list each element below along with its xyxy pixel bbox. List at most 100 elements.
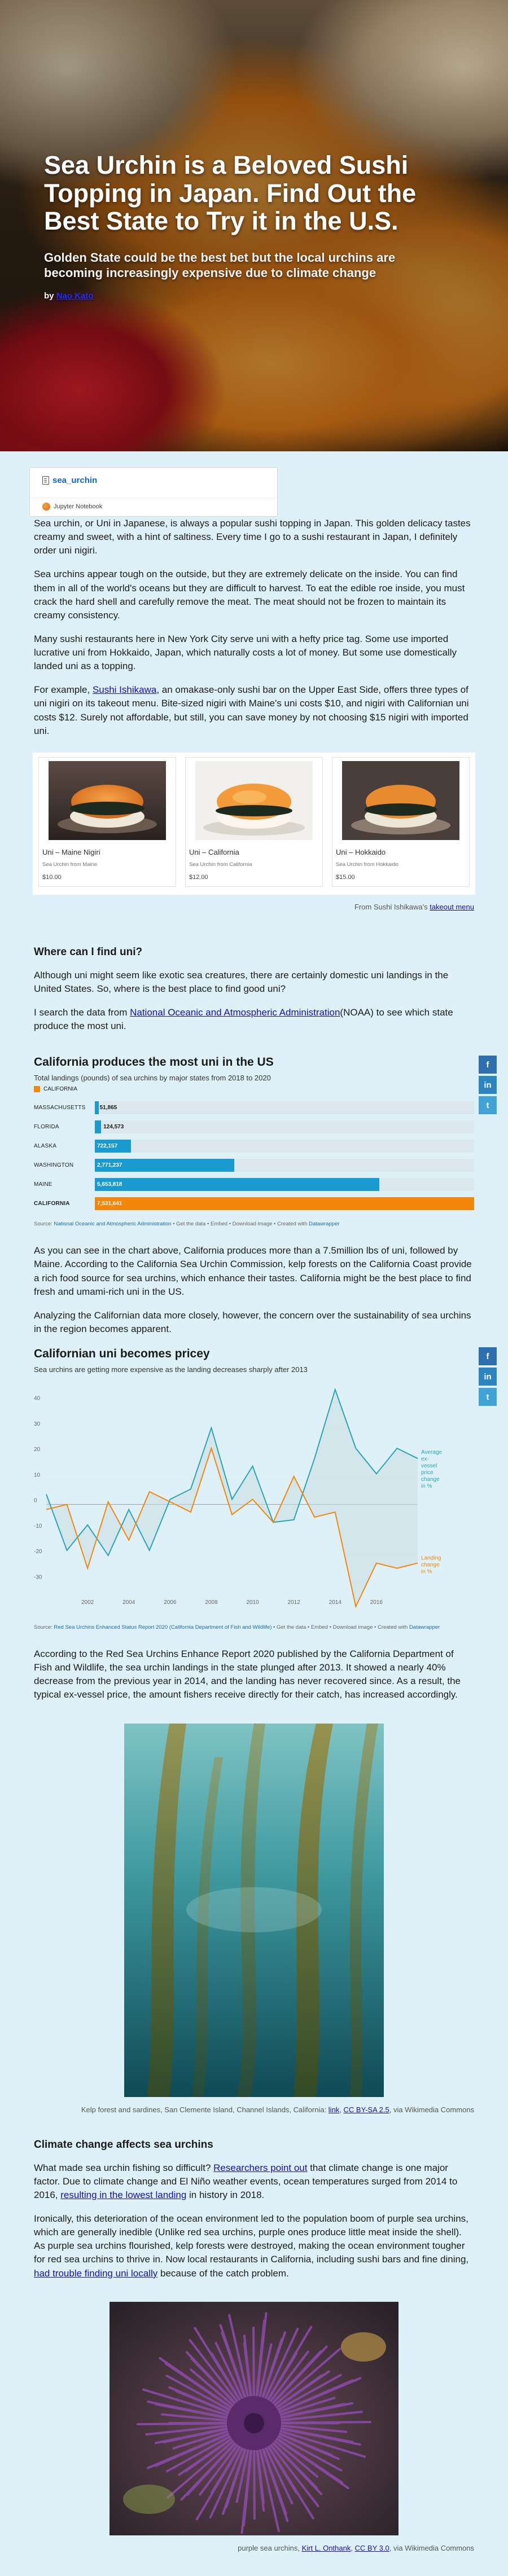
uni-nigiri-image [342,761,459,840]
bar-label: MAINE [34,1181,52,1188]
text: Source: [34,1624,54,1630]
y-tick-label: 10 [34,1472,41,1478]
sushi-ishikawa-link[interactable]: Sushi Ishikawa [92,684,157,696]
menu-item-desc: Sea Urchin from Maine [42,861,98,868]
photographer-link[interactable]: Kirt L. Onthank [301,2543,351,2552]
notebook-footer: Jupyter Notebook [42,503,265,511]
bar [95,1177,380,1191]
article-body: sea_urchin Jupyter Notebook Sea urchin, … [29,451,497,2553]
linkedin-share-button[interactable]: in [479,1076,497,1094]
chart-subtitle: Total landings (pounds) of sea urchins b… [34,1074,271,1083]
kelp-caption: Kelp forest and sardines, San Clemente I… [34,2105,474,2115]
bar-value-label: 722,157 [97,1142,118,1149]
license-link[interactable]: CC BY-SA 2.5 [343,2105,389,2114]
y-tick-label: 30 [34,1421,41,1427]
linkedin-share-button[interactable]: in [479,1368,497,1386]
notebook-title[interactable]: sea_urchin [52,476,98,485]
text: • Get the data • Embed • Download image … [271,1624,409,1630]
intro-paragraph-2: Sea urchins appear tough on the outside,… [34,569,465,621]
text: Source: [34,1221,54,1228]
legend-swatch [34,1086,40,1093]
kelp-forest-image [124,1723,384,2097]
bar-row: WASHINGTON 2,771,237 [34,1155,474,1175]
bar [95,1139,132,1153]
hero-text: Sea Urchin is a Beloved Sushi Topping in… [44,151,439,301]
landing-series-label: Landing change in % [421,1555,441,1575]
kelp-source-link[interactable]: link [328,2105,340,2114]
bar-track: 2,771,237 [95,1158,474,1172]
menu-item-desc: Sea Urchin from Hokkaido [336,861,398,868]
menu-item-price: $15.00 [336,873,355,881]
uni-nigiri-image [195,761,313,840]
x-tick-label: 2002 [81,1599,94,1606]
text: in history in 2018. [186,2189,265,2200]
text: I search the data from [34,1007,130,1018]
menu-item-desc: Sea Urchin from California [189,861,252,868]
bar [95,1197,474,1210]
bar-value-label: 5,653,818 [97,1181,122,1188]
chart-source: Source: National Oceanic and Atmospheric… [34,1221,474,1227]
text: Ironically, this deterioration of the oc… [34,2213,469,2265]
menu-item-name: Uni – Hokkaido [336,847,386,856]
bar-label: FLORIDA [34,1123,59,1130]
share-buttons: f in t [479,1347,497,1406]
bar [95,1101,99,1114]
menu-caption: From Sushi Ishikawa's takeout menu [34,903,474,911]
menu-card[interactable]: Uni – Maine Nigiri Sea Urchin from Maine… [38,757,176,887]
bar-value-label: 7,531,641 [97,1200,122,1207]
noaa-link[interactable]: National Oceanic and Atmospheric Adminis… [130,1007,340,1018]
source-link[interactable]: Red Sea Urchins Enhanced Status Report 2… [54,1624,272,1630]
datawrapper-link[interactable]: Datawrapper [409,1624,440,1630]
author-link[interactable]: Nao Kato [56,291,94,301]
datawrapper-link[interactable]: Datawrapper [309,1221,340,1228]
landing-line [46,1446,418,1608]
bar-list: MASSACHUSETTS 51,865 FLORIDA 124,573 ALASKA 7… [34,1098,474,1213]
share-buttons: f in t [479,1056,497,1115]
intro-paragraph-3: Many sushi restaurants here in New York … [34,633,457,672]
bar-value-label: 2,771,237 [97,1162,122,1168]
bar-track: 5,653,818 [95,1177,474,1191]
license-link[interactable]: CC BY 3.0 [354,2543,389,2552]
byline: by Nao Kato [44,291,439,301]
bar-label: MASSACHUSETTS [34,1104,86,1111]
bar-label: CALIFORNIA [34,1200,70,1207]
section-heading-find: Where can I find uni? [34,946,143,958]
bar-value-label: 51,865 [99,1104,117,1111]
twitter-share-button[interactable]: t [479,1096,497,1115]
facebook-share-button[interactable]: f [479,1347,497,1365]
urchin-caption: purple sea urchins, Kirt L. Onthank, CC … [34,2543,474,2553]
trouble-finding-uni-link[interactable]: had trouble finding uni locally [34,2267,158,2279]
lowest-landing-link[interactable]: resulting in the lowest landing [60,2189,187,2200]
source-link[interactable]: National Oceanic and Atmospheric Adminis… [54,1221,172,1228]
x-tick-label: 2014 [329,1599,342,1606]
menu-card[interactable]: Uni – California Sea Urchin from Califor… [185,757,323,887]
takeout-menu-link[interactable]: takeout menu [430,902,474,911]
menu-card[interactable]: Uni – Hokkaido Sea Urchin from Hokkaido … [332,757,470,887]
hero: Sea Urchin is a Beloved Sushi Topping in… [0,0,508,451]
x-tick-label: 2004 [122,1599,135,1606]
bar-row: FLORIDA 124,573 [34,1117,474,1136]
y-tick-label: -30 [34,1574,42,1580]
y-tick-label: 40 [34,1396,41,1402]
researchers-link[interactable]: Researchers point out [213,2162,308,2173]
bar-row: CALIFORNIA 7,531,641 [34,1194,474,1213]
notebook-footer-label: Jupyter Notebook [54,503,103,510]
page-title: Sea Urchin is a Beloved Sushi Topping in… [44,151,417,235]
text: What made sea urchin fishing so difficul… [34,2162,214,2173]
notebook-card[interactable]: sea_urchin Jupyter Notebook [29,467,278,517]
facebook-share-button[interactable]: f [479,1056,497,1074]
analysis-paragraph-1: As you can see in the chart above, Calif… [34,1245,472,1297]
x-tick-label: 2006 [164,1599,177,1606]
text: For example, [34,684,93,696]
y-tick-label: 0 [34,1498,37,1504]
y-tick-label: -10 [34,1523,42,1529]
text: , an omakase-only sushi bar on the Upper… [34,684,469,736]
bar-label: ALASKA [34,1142,57,1149]
bar-track: 7,531,641 [95,1197,474,1210]
text: , [339,2105,344,2114]
twitter-share-button[interactable]: t [479,1388,497,1406]
legend-label: CALIFORNIA [43,1086,78,1093]
line-chart: f in t Californian uni becomes pricey Se… [34,1347,497,1630]
text: because of the catch problem. [157,2267,289,2279]
